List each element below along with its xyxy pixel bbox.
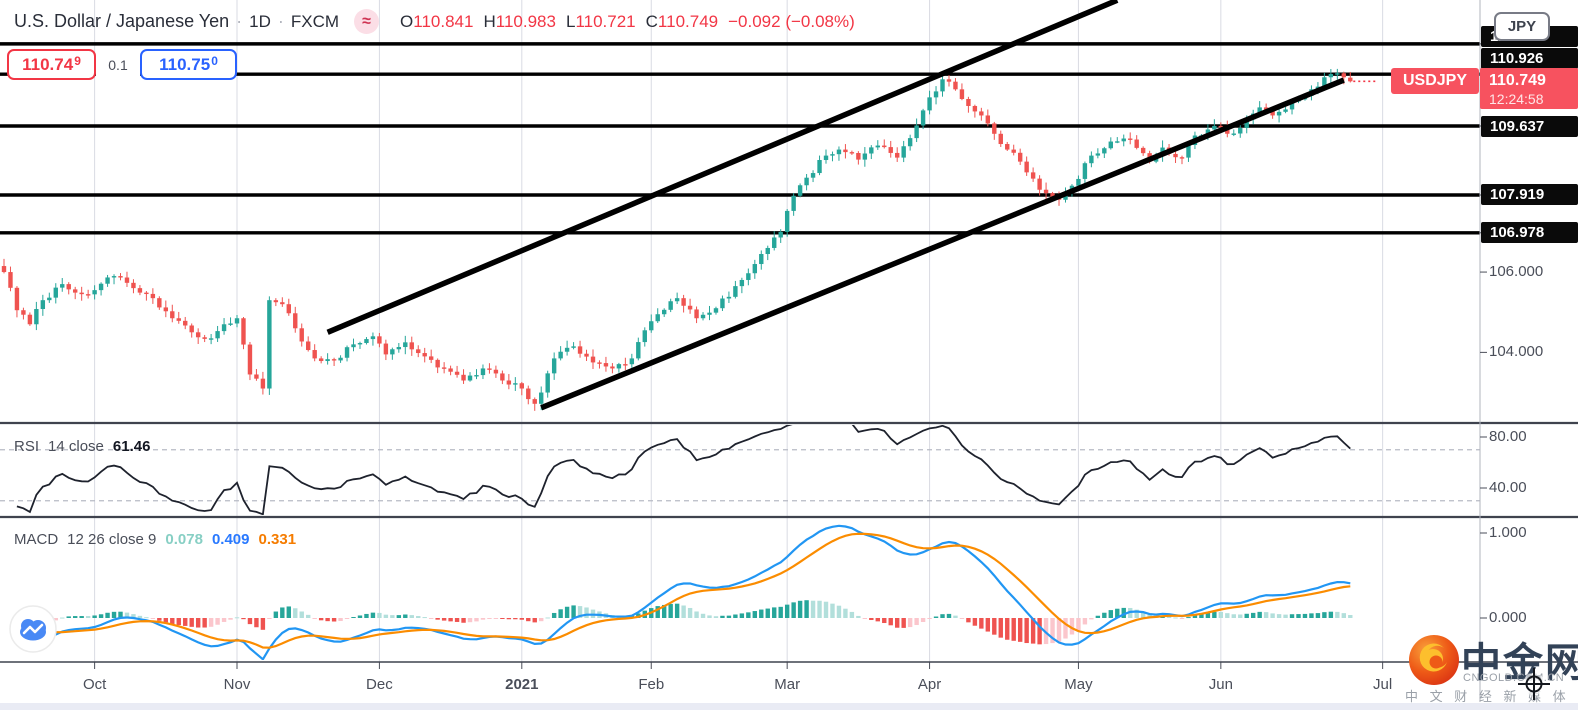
interval-button[interactable]: 1D [249, 11, 271, 31]
gridlines [94, 0, 1384, 669]
symbol-price-tag: USDJPY [1391, 68, 1479, 94]
price-level-label: 110.926 [1481, 47, 1578, 69]
chart-header: U.S. Dollar / Japanese Yen · 1D · FXCM ≈… [14, 9, 855, 34]
rsi-name: RSI [14, 438, 40, 455]
publisher-avatar[interactable] [9, 605, 57, 658]
price-level-label: 106.978 [1481, 222, 1578, 244]
time-axis-label: May [1064, 676, 1093, 693]
macd-line-value: 0.409 [211, 531, 250, 548]
rsi-scale-label: 40.00 [1489, 479, 1527, 496]
time-axis-label: Mar [774, 676, 801, 693]
cngold-watermark: 中金网 CNGOLD.COM.CN 中 文 财 经 新 媒 体 [1405, 628, 1578, 704]
rsi-legend[interactable]: RSI 14 close 61.46 [14, 438, 150, 455]
spread-value: 0.1 [96, 49, 140, 80]
bar-countdown: 12:24:58 [1489, 91, 1544, 107]
macd-hist-value: 0.078 [165, 531, 203, 548]
ohlc-high: H110.983 [483, 11, 556, 31]
price-level-lines [0, 42, 1480, 235]
time-axis-label: Apr [917, 676, 942, 693]
last-price-value: 110.749 [1489, 72, 1546, 89]
cngold-logo-icon [1409, 635, 1459, 685]
macd-signal-line [36, 532, 1351, 649]
page-bottom-strip [0, 703, 1578, 710]
cngold-brand: 中金网 [1461, 641, 1578, 685]
macd-legend[interactable]: MACD 12 26 close 9 0.078 0.409 0.331 [14, 531, 296, 548]
price-scale-label: 104.000 [1489, 343, 1544, 361]
last-price-label: 110.749 12:24:58 [1480, 68, 1578, 109]
trendlines [326, 0, 1345, 411]
cngold-tagline: 中 文 财 经 新 媒 体 [1405, 689, 1570, 704]
macd-name: MACD [14, 531, 59, 548]
ohlc-close: C110.749 [645, 11, 719, 31]
rsi-line [16, 425, 1351, 515]
approx-price-icon: ≈ [354, 9, 380, 34]
time-axis-label: Feb [638, 676, 665, 693]
time-axis-label: Jun [1208, 676, 1233, 693]
crosshair-cursor-icon [1516, 666, 1552, 707]
header-separator: · [236, 11, 243, 31]
price-level-label: 107.919 [1481, 184, 1578, 206]
symbol-title[interactable]: U.S. Dollar / Japanese Yen [14, 11, 230, 31]
rsi-params: 14 close [48, 438, 104, 455]
time-axis-label: 2021 [505, 676, 539, 693]
exchange-label: FXCM [290, 11, 340, 31]
ohlc-low: L110.721 [565, 11, 636, 31]
macd-params: 12 26 close 9 [67, 531, 157, 548]
rsi-value: 61.46 [112, 438, 151, 455]
currency-badge: JPY [1494, 12, 1550, 41]
macd-line [36, 524, 1351, 660]
time-axis-label: Oct [82, 676, 107, 693]
time-axis-label: Jul [1373, 676, 1393, 693]
buy-button[interactable]: 110.75 0 [140, 49, 237, 80]
macd-scale-label: 1.000 [1489, 524, 1527, 541]
time-axis-label: Nov [223, 676, 251, 693]
header-separator: · [277, 11, 284, 31]
ohlc-open: O110.841 [400, 11, 474, 31]
time-axis-label: Dec [366, 676, 393, 693]
cloud-chart-icon [9, 605, 57, 653]
macd-scale-label: 0.000 [1489, 609, 1527, 626]
macd-signal-value: 0.331 [258, 531, 297, 548]
trade-panel: 110.74 9 0.1 110.75 0 [7, 49, 237, 80]
rsi-scale-label: 80.00 [1489, 428, 1527, 445]
price-scale-label: 106.000 [1489, 263, 1544, 281]
sell-button[interactable]: 110.74 9 [7, 49, 96, 80]
ohlc-readout: O110.841 H110.983 L110.721 C110.749 −0.0… [400, 12, 855, 32]
price-level-label: 109.637 [1481, 115, 1578, 137]
candles-layer [1, 68, 1353, 411]
ohlc-change: −0.092 (−0.08%) [728, 11, 855, 31]
